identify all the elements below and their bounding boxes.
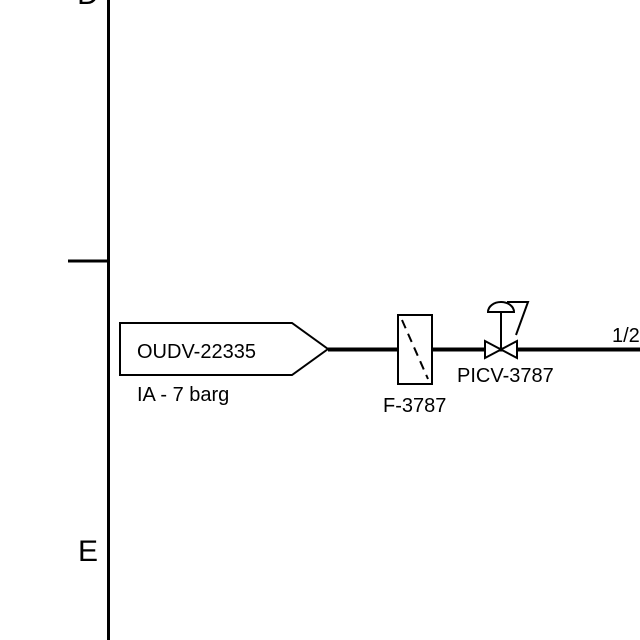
line-size-label: 1/2 [612, 325, 640, 347]
filter-element-dashed [401, 319, 429, 380]
filter-symbol[interactable] [397, 314, 433, 385]
valve-self-actuated-flag [507, 301, 530, 336]
off-page-connector-shape [119, 322, 330, 376]
connector-tag: OUDV-22335 [137, 341, 256, 363]
zone-label-top: D [77, 0, 99, 11]
control-valve-symbol[interactable] [484, 301, 530, 360]
filter-tag: F-3787 [383, 395, 446, 417]
control-valve-tag: PICV-3787 [457, 365, 554, 387]
diaphragm-actuator [486, 301, 516, 313]
zone-label-bottom: E [78, 535, 98, 568]
valve-body-right [498, 339, 518, 360]
connector-service-label: IA - 7 barg [137, 384, 229, 406]
valve-body-left [484, 339, 504, 360]
off-page-connector[interactable]: OUDV-22335 [119, 322, 330, 376]
